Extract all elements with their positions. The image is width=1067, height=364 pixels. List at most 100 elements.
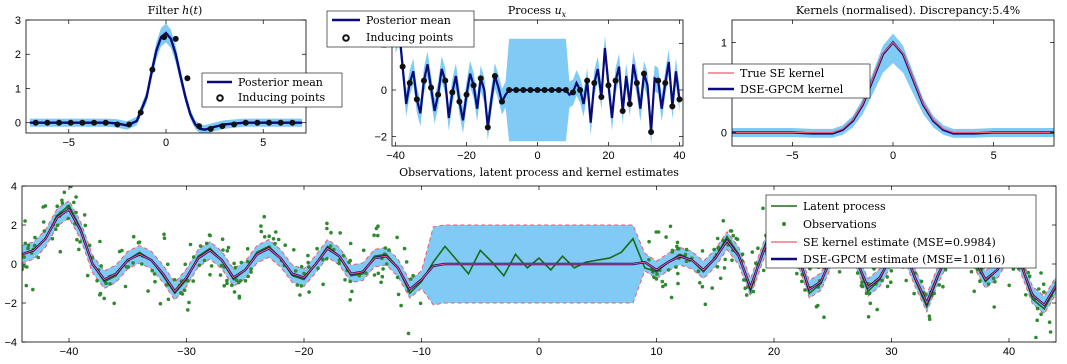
process-inducing-point	[633, 80, 640, 86]
obs-legend-observation-label: Observations	[803, 218, 877, 231]
observation-point	[372, 233, 376, 237]
observation-point	[800, 279, 804, 284]
kernels-xtick-label-2: 5	[991, 150, 997, 162]
observation-point	[860, 280, 864, 285]
observation-point	[364, 271, 368, 275]
observation-point	[756, 246, 760, 250]
observation-point	[742, 278, 746, 282]
observation-point	[712, 247, 716, 252]
observation-point	[647, 239, 651, 244]
observation-point	[22, 264, 26, 268]
observation-point	[683, 252, 688, 257]
observation-point	[889, 269, 894, 273]
observation-point	[267, 234, 272, 238]
observation-point	[941, 284, 945, 289]
process-legend-box	[326, 10, 475, 48]
process-inducing-point	[541, 87, 548, 93]
observation-point	[409, 277, 413, 281]
observation-point	[306, 260, 311, 265]
observation-point	[32, 243, 37, 248]
observation-point	[62, 190, 67, 195]
observation-point	[191, 255, 196, 259]
observation-point	[146, 289, 150, 293]
observation-point	[1048, 330, 1053, 334]
observation-point	[684, 247, 689, 252]
filter-inducing-point	[231, 121, 238, 128]
kernels-legend: True SE kernel DSE-GPCM kernel	[702, 63, 871, 99]
observation-point	[395, 235, 399, 240]
process-inducing-point	[577, 87, 584, 93]
observation-point	[730, 258, 734, 263]
filter-legend-mean-label: Posterior mean	[238, 76, 323, 89]
observation-point	[380, 274, 385, 279]
process-inducing-point	[513, 87, 520, 93]
observation-point	[230, 283, 234, 288]
observation-point	[867, 291, 872, 296]
process-inducing-point	[598, 94, 605, 100]
observation-point	[33, 235, 37, 240]
observation-point	[696, 269, 701, 274]
process-inducing-point	[520, 87, 527, 93]
obs-legend-latent-label: Latent process	[803, 200, 886, 213]
filter-inducing-point	[254, 119, 261, 126]
observation-point	[131, 261, 135, 265]
observations-xtick-label-0: −40	[60, 346, 79, 358]
observations-xtick-label-1: −30	[177, 346, 196, 358]
process-inducing-point	[399, 63, 406, 70]
observation-point	[889, 280, 893, 285]
observations-xtick-label-8: 40	[1003, 346, 1015, 358]
observation-point	[700, 249, 705, 253]
observation-point	[117, 249, 122, 254]
observation-point	[162, 232, 166, 237]
obs-legend-observation-marker	[782, 222, 786, 226]
observation-point	[361, 248, 366, 253]
observation-point	[191, 279, 195, 283]
filter-inducing-point	[44, 119, 51, 126]
kernels-panel: −5 0 5 0 1 Kernels (normalised). Discrepancy…	[702, 4, 1055, 162]
observation-point	[669, 295, 674, 300]
process-xtick-label-0: −40	[386, 150, 405, 162]
observation-point	[1042, 290, 1046, 294]
observation-point	[710, 286, 714, 290]
observation-point	[655, 272, 659, 276]
observations-ytick-label-1: −2	[4, 298, 17, 310]
observation-point	[337, 261, 341, 266]
observation-point	[274, 230, 278, 234]
observation-point	[166, 297, 171, 302]
process-legend-mean-label: Posterior mean	[366, 14, 451, 27]
observation-point	[41, 205, 45, 209]
observation-point	[1034, 335, 1038, 340]
observation-point	[77, 247, 81, 252]
observation-point	[754, 261, 758, 266]
observation-point	[22, 255, 27, 259]
observation-point	[859, 283, 864, 288]
filter-inducing-point	[289, 119, 296, 126]
observation-point	[744, 293, 749, 297]
observation-point	[259, 229, 264, 234]
observation-point	[723, 257, 727, 262]
observation-point	[676, 271, 680, 276]
observation-point	[126, 265, 131, 269]
observation-point	[924, 293, 928, 297]
filter-inducing-point	[149, 66, 156, 73]
observation-point	[329, 230, 333, 235]
observation-point	[302, 271, 306, 276]
observation-point	[99, 264, 103, 268]
observation-point	[664, 235, 668, 239]
process-inducing-point	[428, 84, 435, 91]
observation-point	[868, 301, 873, 306]
observation-point	[674, 265, 678, 269]
process-inducing-point	[662, 80, 669, 86]
observation-point	[1007, 283, 1011, 288]
process-inducing-point	[477, 75, 484, 82]
observation-point	[207, 233, 212, 237]
kernels-xtick-label-1: 0	[890, 150, 896, 162]
observation-point	[209, 264, 214, 268]
process-inducing-point	[463, 91, 470, 98]
process-inducing-point	[406, 80, 413, 86]
filter-inducing-point	[172, 35, 179, 42]
process-inducing-point	[470, 82, 477, 89]
observation-point	[348, 298, 353, 302]
observation-point	[273, 241, 277, 246]
